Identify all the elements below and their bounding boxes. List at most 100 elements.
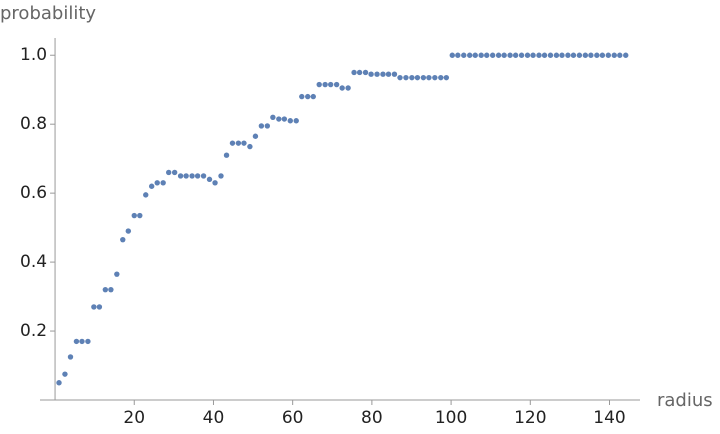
point: [403, 74, 409, 81]
point: [512, 52, 519, 58]
point: [588, 52, 594, 58]
x-tick-label: 120: [514, 408, 546, 428]
point: [264, 123, 271, 129]
x-tick-label: 140: [593, 408, 625, 428]
point: [599, 52, 606, 58]
point: [287, 118, 293, 124]
point: [443, 74, 450, 81]
point: [391, 71, 398, 77]
point: [547, 52, 554, 58]
point: [397, 74, 403, 81]
point: [212, 180, 218, 186]
point: [189, 173, 195, 179]
point: [114, 271, 120, 277]
y-axis-label: probability: [0, 3, 96, 24]
point: [594, 52, 600, 58]
point: [455, 52, 461, 58]
point: [467, 52, 473, 58]
point: [576, 52, 583, 58]
point: [495, 52, 502, 58]
point: [530, 52, 536, 58]
x-axis-label: radius: [657, 390, 713, 411]
point: [131, 212, 137, 219]
point: [438, 74, 444, 81]
point: [67, 354, 74, 360]
point: [420, 74, 427, 81]
point: [374, 71, 380, 77]
point: [316, 81, 322, 88]
point: [605, 52, 612, 58]
point: [327, 81, 334, 88]
point: [206, 176, 213, 183]
point: [339, 85, 345, 91]
point: [62, 371, 68, 377]
x-tick-label: 100: [435, 408, 467, 428]
point: [148, 183, 155, 189]
point: [252, 133, 259, 139]
point: [218, 173, 224, 179]
point: [478, 52, 484, 58]
point: [565, 52, 571, 58]
point: [617, 52, 623, 58]
point: [611, 52, 617, 58]
point: [559, 52, 565, 58]
point: [553, 52, 560, 58]
y-tick-label: 0.8: [20, 114, 47, 134]
point: [137, 212, 143, 219]
point: [223, 152, 230, 158]
point: [171, 169, 178, 176]
point: [143, 192, 149, 198]
point: [281, 116, 288, 122]
x-tick-label: 20: [123, 408, 145, 428]
y-tick-label: 0.6: [20, 183, 47, 203]
point: [518, 52, 525, 58]
point: [241, 140, 247, 146]
point: [276, 116, 282, 122]
point: [293, 118, 299, 124]
point: [310, 93, 316, 100]
point: [484, 52, 490, 58]
point: [368, 71, 374, 77]
point: [200, 173, 207, 179]
point: [409, 74, 415, 81]
point: [570, 52, 577, 58]
point: [385, 71, 392, 77]
point: [258, 123, 265, 129]
point: [270, 114, 276, 120]
point: [96, 304, 103, 310]
point: [108, 286, 114, 293]
point: [414, 74, 421, 81]
point: [194, 173, 201, 179]
point: [461, 52, 467, 58]
point: [333, 81, 340, 88]
point: [299, 93, 305, 100]
y-tick-label: 0.2: [20, 321, 47, 341]
point: [345, 85, 351, 91]
point: [541, 52, 548, 58]
point: [582, 52, 589, 58]
point: [177, 173, 184, 179]
point: [73, 338, 80, 345]
point: [489, 52, 496, 58]
point: [235, 140, 242, 146]
point: [426, 74, 432, 81]
point: [79, 338, 85, 345]
x-tick-label: 60: [282, 408, 304, 428]
point: [91, 304, 97, 310]
x-tick-label: 40: [203, 408, 225, 428]
point: [183, 173, 189, 179]
point: [449, 52, 455, 58]
point: [120, 236, 126, 243]
point: [229, 140, 236, 146]
point: [362, 69, 369, 76]
point: [125, 228, 132, 234]
point: [356, 69, 363, 76]
point: [472, 52, 478, 58]
point: [536, 52, 542, 58]
point: [154, 180, 160, 186]
point: [432, 74, 438, 81]
point: [623, 52, 629, 58]
point: [102, 286, 109, 293]
point: [247, 143, 253, 150]
point: [501, 52, 507, 58]
